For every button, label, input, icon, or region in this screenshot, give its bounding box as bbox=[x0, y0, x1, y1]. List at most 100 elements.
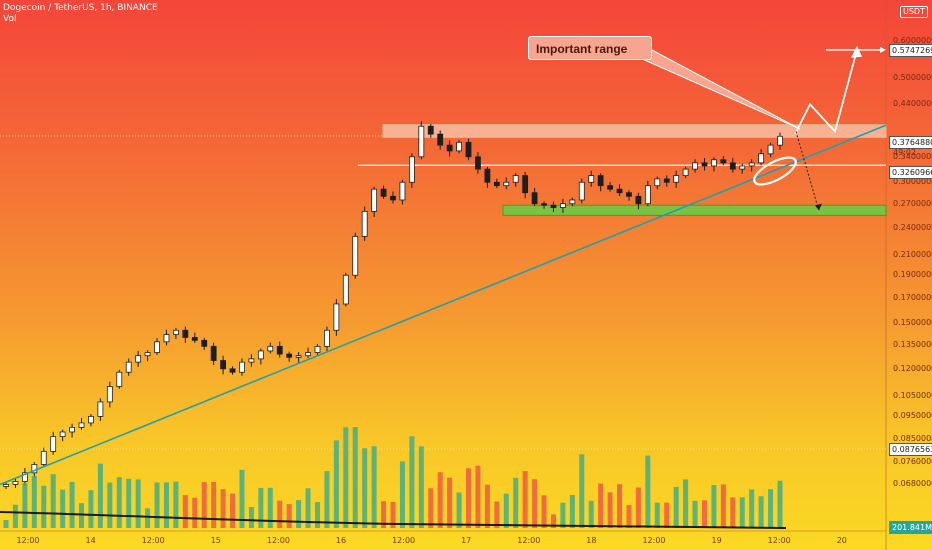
candle-body bbox=[59, 431, 66, 438]
candle-body bbox=[88, 415, 94, 424]
volume-bar bbox=[607, 492, 613, 528]
candle-body bbox=[758, 153, 765, 164]
time-tick-label: 12:00 bbox=[642, 536, 666, 545]
time-tick-label: 16 bbox=[335, 536, 347, 545]
candle-body bbox=[635, 195, 642, 205]
candle-body bbox=[135, 355, 142, 363]
volume-bar bbox=[390, 501, 396, 528]
candle-body bbox=[229, 368, 236, 373]
volume-bar bbox=[428, 488, 434, 528]
candle-body bbox=[371, 188, 378, 212]
price-tick-label: 0.2400000 bbox=[893, 222, 932, 232]
volume-bar bbox=[730, 497, 736, 528]
breakout-highlight-ellipse bbox=[753, 156, 797, 186]
time-tick-label: 15 bbox=[210, 536, 221, 545]
volume-bar bbox=[503, 493, 509, 528]
price-tick-label: 0.1050000 bbox=[893, 390, 932, 400]
candle-body bbox=[569, 199, 576, 205]
volume-bar bbox=[532, 479, 538, 528]
volume-bar bbox=[22, 483, 28, 528]
volume-bar bbox=[588, 500, 594, 528]
volume-bar bbox=[182, 495, 188, 528]
volume-bar bbox=[88, 490, 94, 528]
ascending-trendline bbox=[0, 124, 887, 486]
volume-bar bbox=[126, 478, 132, 528]
candle-body bbox=[220, 360, 226, 370]
time-tick-label: 14 bbox=[85, 536, 96, 545]
volume-bar bbox=[635, 487, 641, 528]
volume-bar bbox=[399, 461, 405, 528]
candle-body bbox=[352, 235, 359, 276]
volume-bar bbox=[220, 489, 226, 528]
candle-body bbox=[106, 386, 113, 403]
volume-bar bbox=[31, 476, 37, 528]
candle-body bbox=[588, 175, 595, 183]
candle-body bbox=[692, 162, 698, 170]
candle-body bbox=[314, 345, 321, 353]
currency-badge[interactable]: USDT bbox=[900, 6, 928, 18]
volume-tag: 201.841M bbox=[889, 521, 932, 534]
volume-bar bbox=[343, 427, 349, 528]
price-tick-label: 0.0760000 bbox=[893, 456, 932, 466]
volume-bar bbox=[154, 482, 160, 528]
price-tick-label: 0.1500000 bbox=[893, 318, 932, 328]
bullish-projection-path bbox=[794, 49, 858, 135]
volume-bar bbox=[69, 481, 75, 528]
volume-bar bbox=[466, 468, 472, 528]
candle-body bbox=[456, 141, 462, 152]
price-tick-label: 0.0680000 bbox=[893, 479, 932, 489]
candle-body bbox=[191, 337, 198, 341]
candle-body bbox=[446, 144, 453, 152]
candle-body bbox=[578, 181, 585, 201]
candle-body bbox=[380, 188, 387, 197]
volume-bar bbox=[749, 489, 755, 528]
resistance-price-tag: 0.3260966 bbox=[889, 166, 932, 179]
target-arrowhead bbox=[880, 46, 886, 53]
candle-body bbox=[399, 181, 406, 201]
candle-body bbox=[286, 353, 293, 358]
volume-bar bbox=[230, 493, 236, 528]
volume-bar bbox=[248, 507, 254, 528]
volume-bar bbox=[201, 482, 207, 528]
volume-bar bbox=[107, 482, 113, 528]
last-price-tag: 0.3764880 bbox=[889, 136, 932, 149]
volume-bar bbox=[683, 479, 689, 528]
volume-legend-label: Vol bbox=[3, 14, 17, 24]
bearish-projection-path bbox=[795, 131, 819, 208]
candle-body bbox=[173, 329, 179, 335]
candle-body bbox=[475, 156, 481, 170]
volume-bar bbox=[145, 508, 151, 528]
candle-body bbox=[739, 165, 746, 170]
candle-body bbox=[361, 210, 368, 237]
volume-bar bbox=[777, 480, 783, 528]
candle-body bbox=[333, 303, 340, 331]
bearish-arrowhead bbox=[815, 203, 822, 211]
volume-bar bbox=[409, 436, 415, 528]
price-tick-label: 0.2100000 bbox=[893, 249, 932, 259]
volume-bar bbox=[456, 492, 462, 528]
candle-body bbox=[21, 472, 28, 482]
volume-bar bbox=[484, 484, 490, 528]
volume-bar bbox=[626, 505, 632, 528]
candle-body bbox=[777, 135, 783, 146]
candle-body bbox=[163, 334, 170, 343]
candle-body bbox=[305, 352, 311, 357]
volume-bar bbox=[768, 489, 774, 528]
volume-bar bbox=[371, 446, 377, 528]
price-tick-label: 0.3000000 bbox=[893, 177, 932, 187]
candle-body bbox=[144, 352, 151, 357]
support-zone-box bbox=[502, 204, 887, 216]
volume-bar bbox=[739, 497, 745, 528]
volume-bar bbox=[305, 488, 311, 528]
volume-bar bbox=[418, 446, 424, 528]
price-tick-label: 0.1900000 bbox=[893, 270, 932, 280]
candle-body bbox=[465, 141, 472, 158]
volume-bar bbox=[239, 469, 245, 528]
candle-body bbox=[69, 426, 75, 433]
volume-bar bbox=[135, 479, 141, 528]
volume-bar bbox=[352, 427, 358, 528]
candle-body bbox=[767, 144, 774, 155]
candle-body bbox=[248, 358, 255, 363]
